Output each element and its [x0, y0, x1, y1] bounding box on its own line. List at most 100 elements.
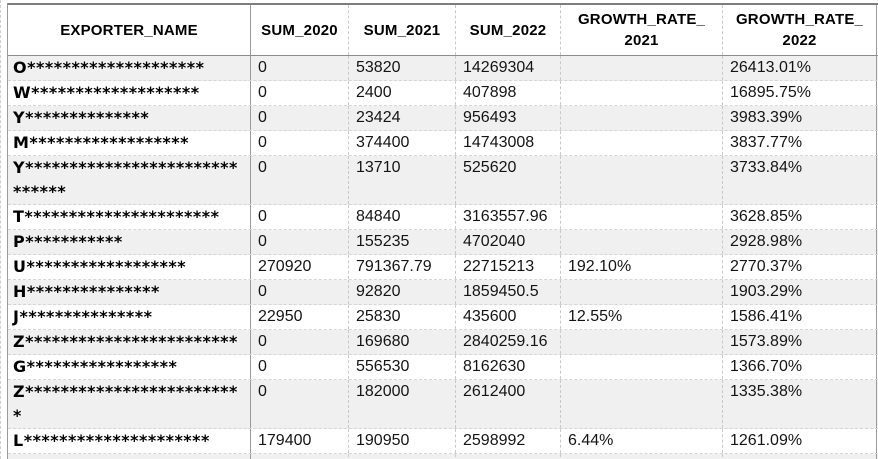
sum-2021-cell[interactable]: 25830 [349, 305, 456, 329]
growth-rate-2021-cell[interactable] [561, 156, 723, 204]
column-header-sum-2021[interactable]: SUM_2021 [349, 5, 456, 55]
sum-2020-cell[interactable]: 0 [251, 355, 349, 379]
growth-rate-2022-cell[interactable]: 3983.39% [723, 106, 877, 130]
growth-rate-2021-cell[interactable] [561, 355, 723, 379]
exporter-name-cell[interactable]: Z************************ [8, 330, 251, 354]
sum-2020-cell[interactable]: 0 [251, 230, 349, 254]
exporter-name-cell[interactable]: Y************************ ****** [8, 156, 251, 204]
column-header-sum-2022[interactable]: SUM_2022 [456, 5, 561, 55]
sum-2020-cell[interactable]: 179400 [251, 429, 349, 453]
exporter-name-cell[interactable]: Z************************ * [8, 380, 251, 428]
table-row: P*********** 0 155235 4702040 2928.98% [8, 230, 878, 255]
growth-rate-2022-cell[interactable]: 3733.84% [723, 156, 877, 204]
exporter-name-cell[interactable]: P*********** [8, 230, 251, 254]
growth-rate-2021-cell[interactable] [561, 205, 723, 229]
sum-2022-cell[interactable]: 4702040 [456, 230, 561, 254]
sum-2022-cell[interactable]: 956493 [456, 106, 561, 130]
sum-2022-cell[interactable]: 8162630 [456, 355, 561, 379]
empty-cell [723, 454, 877, 459]
sum-2022-cell[interactable]: 1859450.5 [456, 280, 561, 304]
table-row: J*************** 22950 25830 435600 12.55% 15… [8, 305, 878, 330]
sum-2020-cell[interactable]: 0 [251, 106, 349, 130]
growth-rate-2022-cell[interactable]: 1586.41% [723, 305, 877, 329]
sum-2021-cell[interactable]: 53820 [349, 56, 456, 80]
column-header-sum-2020[interactable]: SUM_2020 [251, 5, 349, 55]
growth-rate-2021-cell[interactable] [561, 380, 723, 428]
sum-2020-cell[interactable]: 270920 [251, 255, 349, 279]
exporter-name-cell[interactable]: H*************** [8, 280, 251, 304]
growth-rate-2021-cell[interactable] [561, 106, 723, 130]
sum-2021-cell[interactable]: 791367.79 [349, 255, 456, 279]
sum-2021-cell[interactable]: 556530 [349, 355, 456, 379]
sum-2021-cell[interactable]: 13710 [349, 156, 456, 204]
growth-rate-2022-cell[interactable]: 1366.70% [723, 355, 877, 379]
growth-rate-2022-cell[interactable]: 1573.89% [723, 330, 877, 354]
table-row-partial [8, 454, 878, 459]
growth-rate-2022-cell[interactable]: 26413.01% [723, 56, 877, 80]
sum-2020-cell[interactable]: 0 [251, 280, 349, 304]
exporter-name-cell[interactable]: J*************** [8, 305, 251, 329]
growth-rate-2021-cell[interactable] [561, 330, 723, 354]
sum-2020-cell[interactable]: 0 [251, 56, 349, 80]
column-header-exporter-name[interactable]: EXPORTER_NAME [8, 5, 251, 55]
sum-2021-cell[interactable]: 190950 [349, 429, 456, 453]
table-row: Y************** 0 23424 956493 3983.39% [8, 106, 878, 131]
exporter-name-cell[interactable]: M****************** [8, 131, 251, 155]
exporter-name-cell[interactable]: Y************** [8, 106, 251, 130]
growth-rate-2021-cell[interactable] [561, 81, 723, 105]
sum-2020-cell[interactable]: 0 [251, 205, 349, 229]
sum-2022-cell[interactable]: 14269304 [456, 56, 561, 80]
sum-2022-cell[interactable]: 14743008 [456, 131, 561, 155]
sum-2022-cell[interactable]: 407898 [456, 81, 561, 105]
growth-rate-2021-cell[interactable] [561, 131, 723, 155]
growth-rate-2022-cell[interactable]: 3837.77% [723, 131, 877, 155]
growth-rate-2022-cell[interactable]: 2928.98% [723, 230, 877, 254]
table-row: U****************** 270920 791367.79 227152… [8, 255, 878, 280]
sum-2022-cell[interactable]: 22715213 [456, 255, 561, 279]
sum-2021-cell[interactable]: 169680 [349, 330, 456, 354]
sum-2020-cell[interactable]: 0 [251, 156, 349, 204]
sum-2022-cell[interactable]: 435600 [456, 305, 561, 329]
growth-rate-2022-cell[interactable]: 1261.09% [723, 429, 877, 453]
sum-2021-cell[interactable]: 155235 [349, 230, 456, 254]
growth-rate-2021-cell[interactable]: 192.10% [561, 255, 723, 279]
sum-2021-cell[interactable]: 374400 [349, 131, 456, 155]
sum-2022-cell[interactable]: 3163557.96 [456, 205, 561, 229]
column-header-growth-rate-2021[interactable]: GROWTH_RATE_ 2021 [561, 5, 723, 55]
exporter-name-cell[interactable]: T********************** [8, 205, 251, 229]
table-row: Z************************ 0 169680 2840259.… [8, 330, 878, 355]
sum-2022-cell[interactable]: 2612400 [456, 380, 561, 428]
growth-rate-2021-cell[interactable]: 12.55% [561, 305, 723, 329]
sum-2020-cell[interactable]: 0 [251, 131, 349, 155]
sum-2021-cell[interactable]: 92820 [349, 280, 456, 304]
exporter-name-cell[interactable]: U****************** [8, 255, 251, 279]
growth-rate-2021-cell[interactable] [561, 56, 723, 80]
sum-2022-cell[interactable]: 2840259.16 [456, 330, 561, 354]
growth-rate-2021-cell[interactable] [561, 280, 723, 304]
growth-rate-2022-cell[interactable]: 2770.37% [723, 255, 877, 279]
sum-2021-cell[interactable]: 182000 [349, 380, 456, 428]
sum-2021-cell[interactable]: 84840 [349, 205, 456, 229]
growth-rate-2022-cell[interactable]: 3628.85% [723, 205, 877, 229]
exporter-name-cell[interactable]: W******************* [8, 81, 251, 105]
exporter-name-cell[interactable]: G***************** [8, 355, 251, 379]
table-row: G***************** 0 556530 8162630 1366.70% [8, 355, 878, 380]
table-row: Z************************ * 0 182000 261240… [8, 380, 878, 429]
sum-2022-cell[interactable]: 525620 [456, 156, 561, 204]
growth-rate-2022-cell[interactable]: 16895.75% [723, 81, 877, 105]
growth-rate-2022-cell[interactable]: 1903.29% [723, 280, 877, 304]
sum-2021-cell[interactable]: 23424 [349, 106, 456, 130]
sum-2020-cell[interactable]: 0 [251, 81, 349, 105]
growth-rate-2022-cell[interactable]: 1335.38% [723, 380, 877, 428]
exporter-name-cell[interactable]: O******************** [8, 56, 251, 80]
exporter-name-cell[interactable]: L********************* [8, 429, 251, 453]
table-row: Y************************ ****** 0 13710 52… [8, 156, 878, 205]
sum-2020-cell[interactable]: 0 [251, 380, 349, 428]
growth-rate-2021-cell[interactable]: 6.44% [561, 429, 723, 453]
column-header-growth-rate-2022[interactable]: GROWTH_RATE_ 2022 [723, 5, 877, 55]
growth-rate-2021-cell[interactable] [561, 230, 723, 254]
sum-2020-cell[interactable]: 0 [251, 330, 349, 354]
sum-2020-cell[interactable]: 22950 [251, 305, 349, 329]
sum-2021-cell[interactable]: 2400 [349, 81, 456, 105]
sum-2022-cell[interactable]: 2598992 [456, 429, 561, 453]
